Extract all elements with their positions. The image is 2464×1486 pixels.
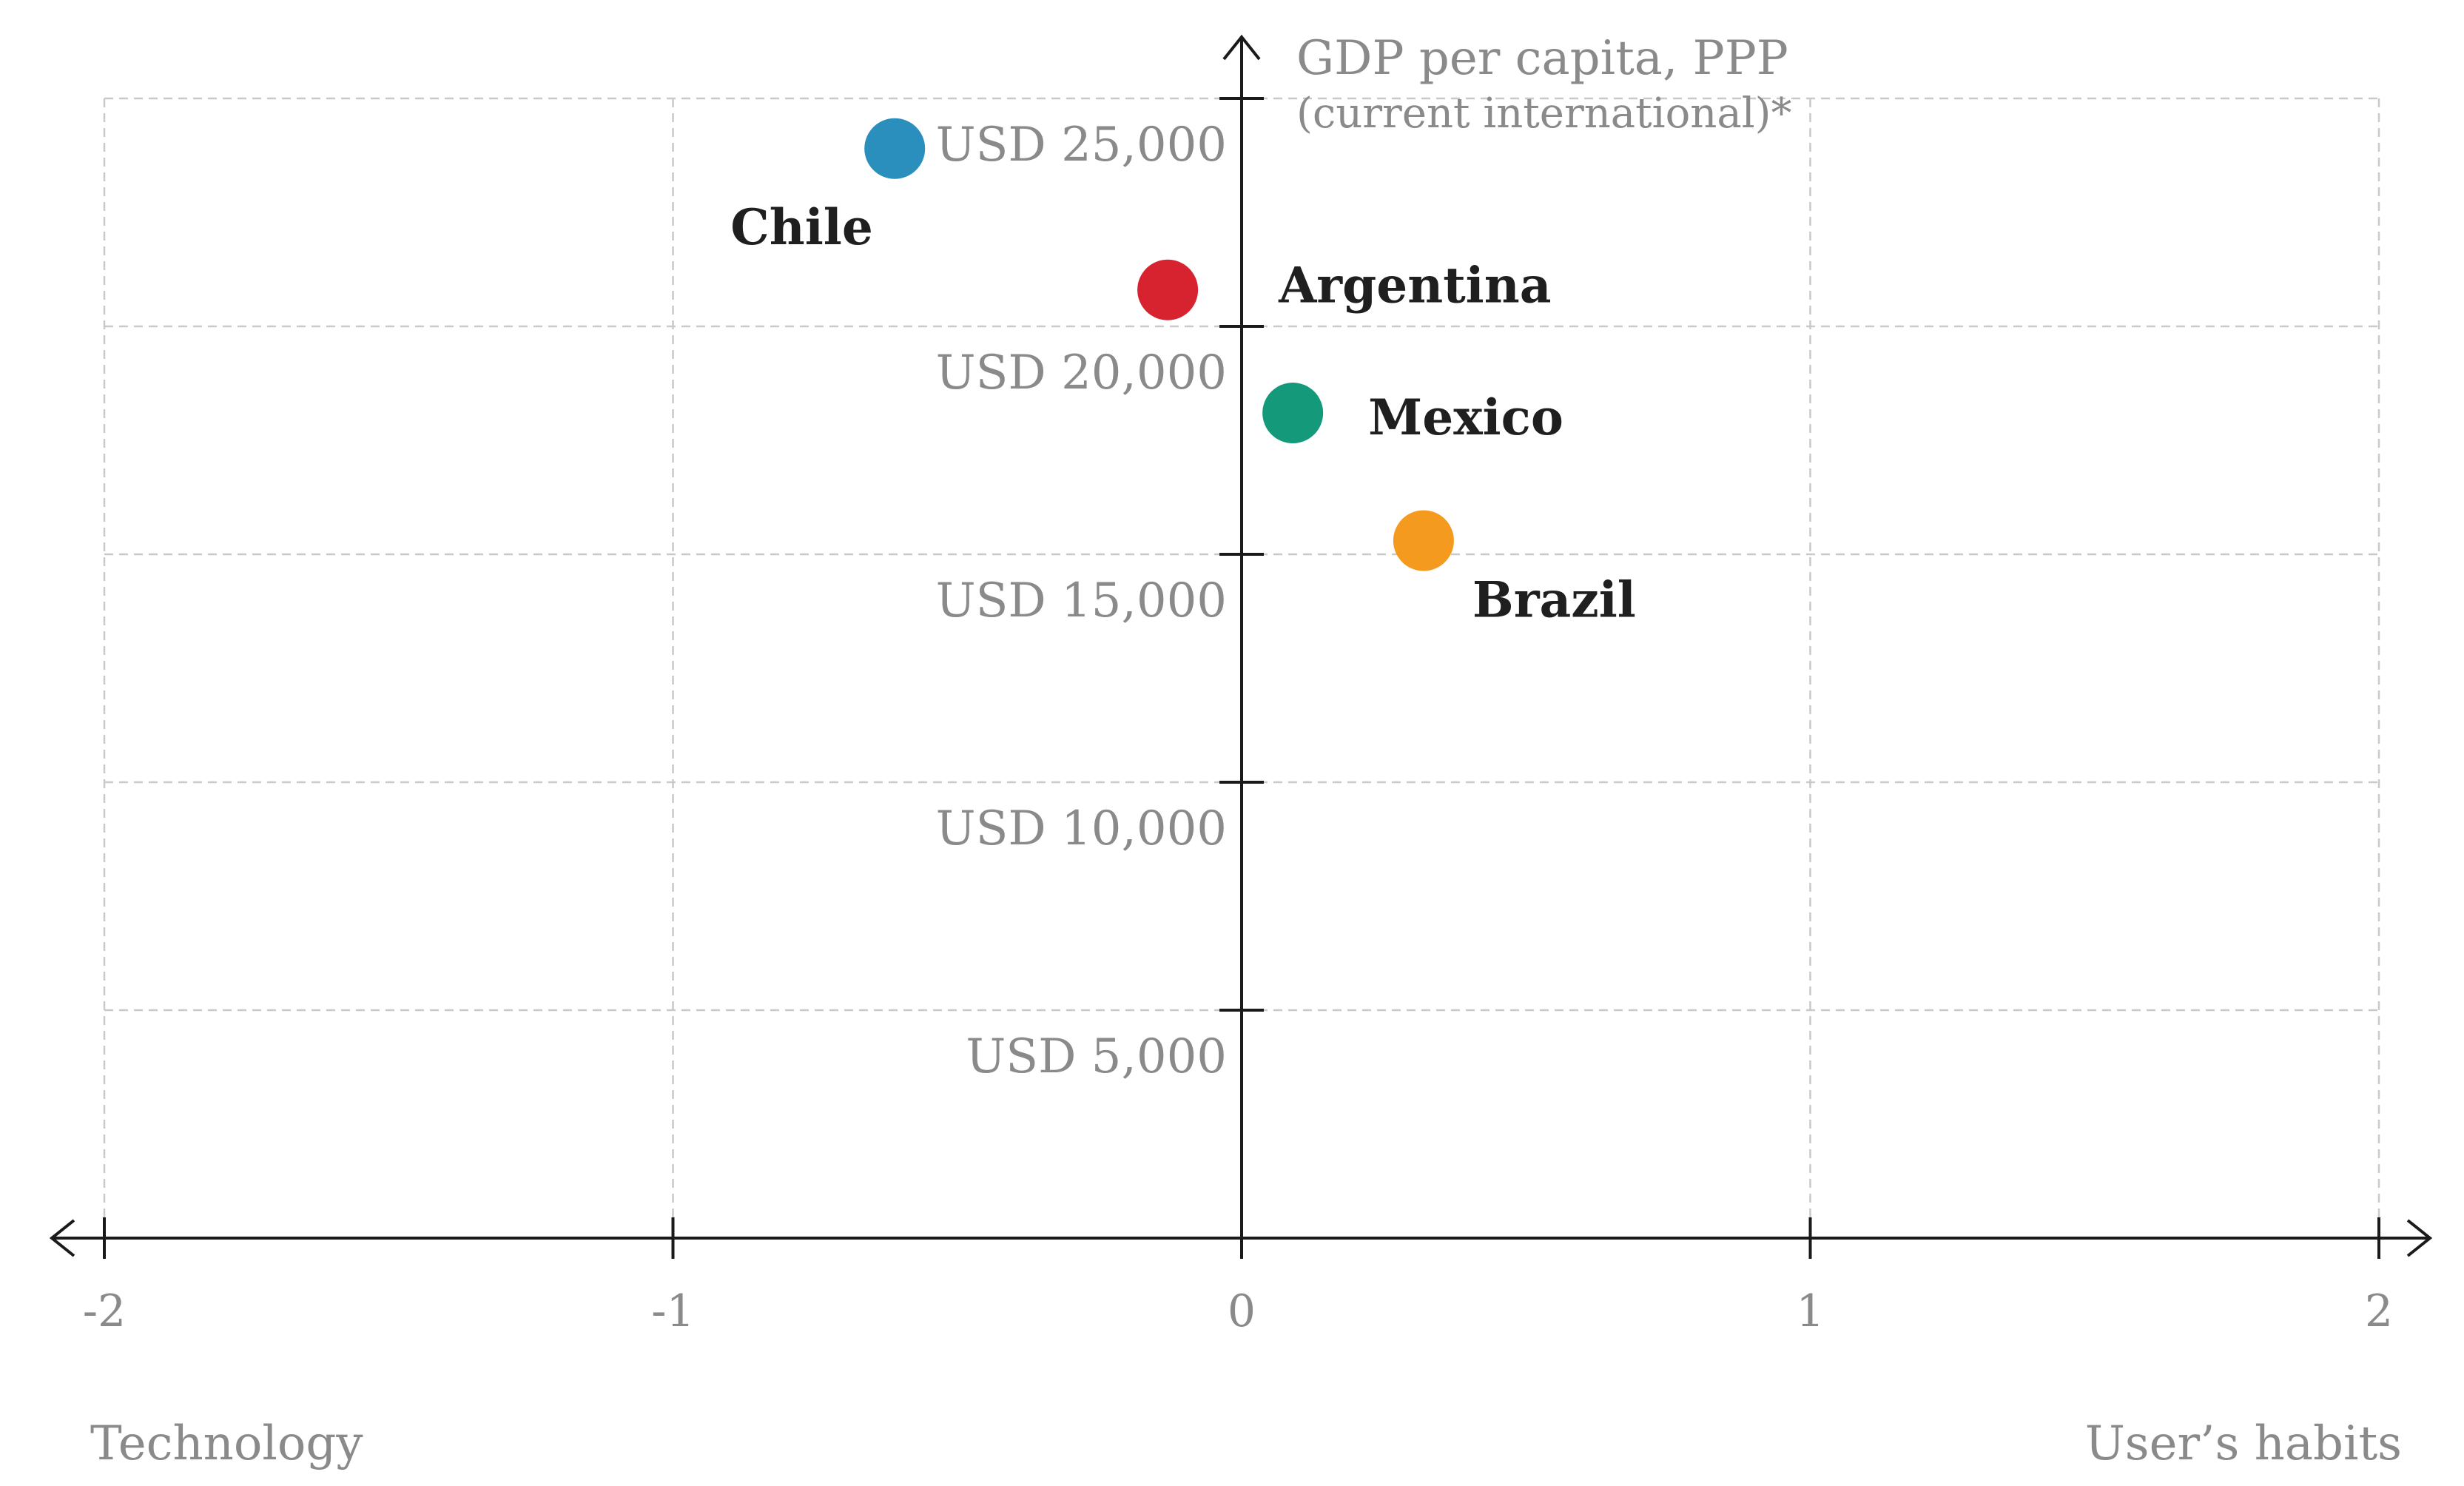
ticks: -2 -1 0 1 2 USD 5,000 USD 10,000 USD 15,000 USD … — [83, 97, 2393, 1337]
data-point-brazil — [1393, 510, 1454, 571]
x-tick-label: 1 — [1796, 1285, 1824, 1337]
point-label-mexico: Mexico — [1368, 389, 1563, 446]
axes — [49, 34, 2433, 1257]
y-tick-label: USD 20,000 — [936, 346, 1227, 400]
x-tick-label: -1 — [651, 1285, 694, 1337]
x-axis-left-label: Technology — [90, 1416, 363, 1471]
y-axis-top-arrow — [1222, 34, 1261, 61]
x-tick-label: 0 — [1228, 1285, 1256, 1337]
y-axis-subtitle: (current international)* — [1296, 90, 1792, 138]
y-tick-label: USD 5,000 — [966, 1029, 1227, 1084]
point-label-argentina: Argentina — [1278, 257, 1551, 315]
x-tick-label: 2 — [2365, 1285, 2393, 1337]
data-point-mexico — [1262, 383, 1324, 444]
data-point-argentina — [1137, 259, 1199, 320]
x-axis-right-label: User’s habits — [2085, 1416, 2402, 1471]
data-points: Chile Argentina Mexico Brazil — [730, 118, 1636, 629]
point-label-chile: Chile — [730, 198, 873, 256]
grid-lines — [103, 97, 2380, 1238]
x-tick-label: -2 — [83, 1285, 126, 1337]
y-tick-label: USD 15,000 — [936, 574, 1227, 628]
data-point-chile — [864, 118, 926, 179]
x-axis-right-arrow — [2406, 1219, 2433, 1257]
y-tick-label: USD 10,000 — [936, 801, 1227, 856]
y-axis-title: GDP per capita, PPP — [1296, 31, 1788, 86]
y-tick-label: USD 25,000 — [936, 118, 1227, 172]
x-axis-left-arrow — [49, 1219, 75, 1257]
point-label-brazil: Brazil — [1472, 571, 1636, 629]
